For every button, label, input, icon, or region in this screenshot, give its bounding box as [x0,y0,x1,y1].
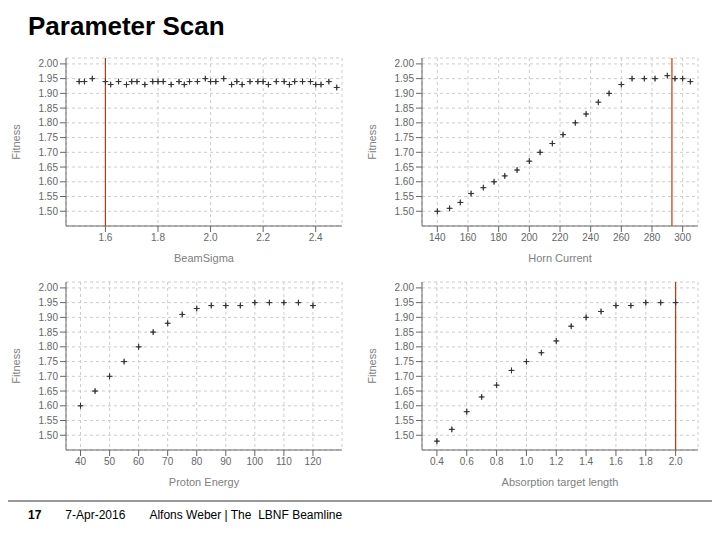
svg-text:1.70: 1.70 [395,147,415,158]
svg-text:Fitness: Fitness [366,124,378,160]
svg-text:1.65: 1.65 [395,162,415,173]
svg-text:Horn Current: Horn Current [528,252,592,264]
svg-text:2.00: 2.00 [39,58,59,69]
svg-text:220: 220 [552,232,569,243]
svg-text:1.90: 1.90 [39,312,59,323]
svg-text:200: 200 [521,232,538,243]
svg-text:1.80: 1.80 [395,341,415,352]
svg-text:Proton Energy: Proton Energy [169,476,240,488]
svg-text:1.65: 1.65 [395,386,415,397]
svg-text:1.95: 1.95 [395,73,415,84]
html-text:7-Apr-2016: 7-Apr-2016 [65,508,126,522]
svg-text:1.65: 1.65 [39,162,59,173]
svg-text:1.75: 1.75 [39,356,59,367]
svg-text:2.00: 2.00 [395,282,415,293]
svg-text:140: 140 [429,232,446,243]
svg-text:280: 280 [644,232,661,243]
svg-text:1.95: 1.95 [39,73,59,84]
svg-text:1.75: 1.75 [395,132,415,143]
svg-text:110: 110 [276,456,292,467]
svg-text:80: 80 [191,456,203,467]
svg-text:1.6: 1.6 [609,456,623,467]
svg-text:2.00: 2.00 [39,282,59,293]
svg-text:Absorption target length: Absorption target length [502,476,619,488]
svg-text:1.50: 1.50 [395,206,415,217]
html-text:Alfons Weber | The LBNF Beamli: Alfons Weber | The LBNF Beamline [149,508,343,522]
svg-text:1.85: 1.85 [39,327,59,338]
svg-text:300: 300 [674,232,691,243]
svg-text:1.55: 1.55 [39,415,59,426]
svg-text:260: 260 [613,232,630,243]
svg-text:1.75: 1.75 [395,356,415,367]
svg-text:1.50: 1.50 [39,206,59,217]
svg-text:1.60: 1.60 [395,176,415,187]
svg-text:1.90: 1.90 [39,88,59,99]
svg-text:90: 90 [220,456,232,467]
svg-text:2.4: 2.4 [309,232,323,243]
svg-text:1.80: 1.80 [39,341,59,352]
svg-text:2.0: 2.0 [204,232,218,243]
svg-text:1.60: 1.60 [39,400,59,411]
svg-text:Fitness: Fitness [10,348,22,384]
svg-text:120: 120 [305,456,322,467]
svg-text:1.4: 1.4 [579,456,593,467]
svg-text:1.85: 1.85 [39,103,59,114]
svg-text:180: 180 [490,232,507,243]
svg-text:2.00: 2.00 [395,58,415,69]
svg-text:1.75: 1.75 [39,132,59,143]
svg-text:1.60: 1.60 [395,400,415,411]
svg-text:240: 240 [582,232,599,243]
svg-text:1.70: 1.70 [39,371,59,382]
svg-text:1.80: 1.80 [395,117,415,128]
svg-text:100: 100 [246,456,263,467]
svg-text:1.55: 1.55 [395,415,415,426]
svg-text:1.55: 1.55 [39,191,59,202]
svg-text:160: 160 [460,232,477,243]
svg-text:0.8: 0.8 [490,456,504,467]
svg-text:1.80: 1.80 [39,117,59,128]
svg-text:2.0: 2.0 [669,456,683,467]
svg-text:1.85: 1.85 [395,327,415,338]
svg-text:40: 40 [75,456,87,467]
svg-text:1.90: 1.90 [395,312,415,323]
svg-text:1.70: 1.70 [39,147,59,158]
svg-text:1.95: 1.95 [395,297,415,308]
svg-text:60: 60 [133,456,145,467]
svg-text:1.70: 1.70 [395,371,415,382]
svg-text:1.8: 1.8 [639,456,653,467]
svg-text:1.6: 1.6 [98,232,112,243]
html-text:Parameter Scan: Parameter Scan [28,11,225,41]
svg-text:1.8: 1.8 [151,232,165,243]
svg-text:1.90: 1.90 [395,88,415,99]
svg-text:0.4: 0.4 [430,456,444,467]
svg-text:50: 50 [104,456,116,467]
svg-text:1.95: 1.95 [39,297,59,308]
svg-text:1.60: 1.60 [39,176,59,187]
svg-text:2.2: 2.2 [256,232,270,243]
html-text:17: 17 [28,508,42,522]
svg-text:1.85: 1.85 [395,103,415,114]
svg-text:70: 70 [162,456,174,467]
svg-text:1.0: 1.0 [519,456,533,467]
svg-text:1.50: 1.50 [39,430,59,441]
svg-text:1.55: 1.55 [395,191,415,202]
svg-text:1.65: 1.65 [39,386,59,397]
svg-text:BeamSigma: BeamSigma [174,252,235,264]
svg-text:Fitness: Fitness [10,124,22,160]
svg-text:0.6: 0.6 [460,456,474,467]
svg-text:1.2: 1.2 [549,456,563,467]
svg-text:1.50: 1.50 [395,430,415,441]
svg-text:Fitness: Fitness [366,348,378,384]
